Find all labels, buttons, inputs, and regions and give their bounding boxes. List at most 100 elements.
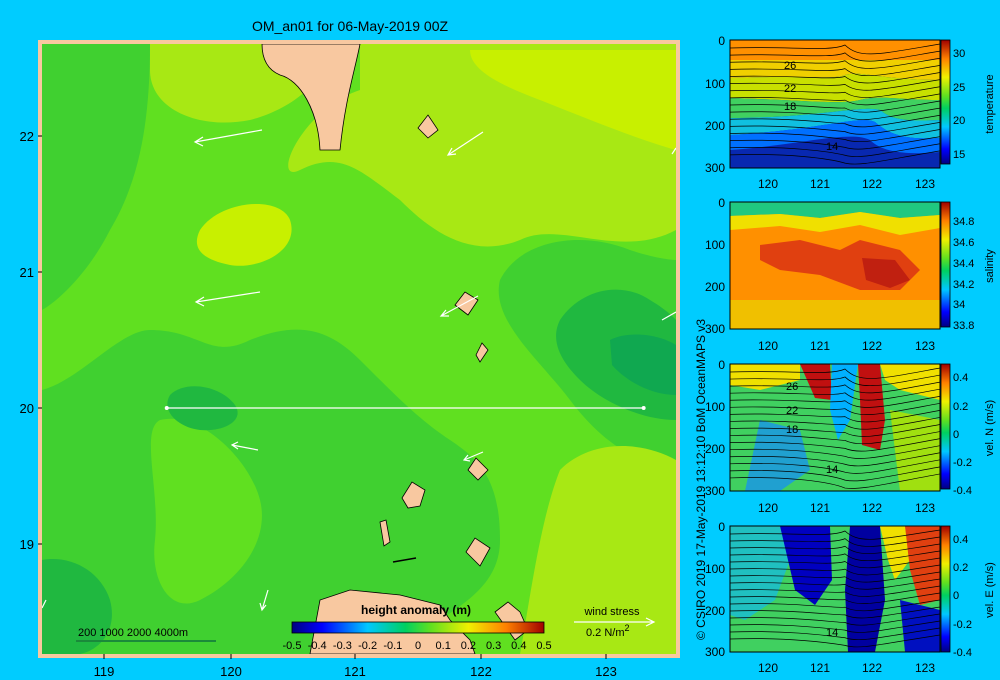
contour-line <box>729 86 941 98</box>
salinity-x-tick: 120 <box>758 339 778 353</box>
contour-line <box>729 72 941 84</box>
height-anomaly-field <box>42 44 676 654</box>
colorbar-scale <box>291 621 545 634</box>
salinity-cb-tick: 34 <box>953 299 965 311</box>
vel-e-y-tick: 100 <box>705 562 725 576</box>
vel-n-x-tick: 120 <box>758 501 778 515</box>
salinity-y-tick: 0 <box>718 196 725 210</box>
contour-line <box>729 543 941 554</box>
vel-e-y-tick: 200 <box>705 604 725 618</box>
contour-line <box>729 592 941 604</box>
colorbar-tick: -0.4 <box>308 640 327 652</box>
map-y-tick: 21 <box>20 265 34 280</box>
colorbar-tick: 0.3 <box>486 640 501 652</box>
vel-n-label: vel. N (m/s) <box>984 400 996 456</box>
contour-line <box>729 564 941 576</box>
vel-n-x-tick: 122 <box>862 501 882 515</box>
map-panel: 119 120 121 122 123 22 21 20 19 200 1000… <box>20 40 680 679</box>
contour-line <box>729 136 941 150</box>
temperature-cb-tick: 20 <box>953 115 965 127</box>
contour-line <box>729 529 941 540</box>
salinity-cb-tick: 34.8 <box>953 216 974 228</box>
temperature-label: temperature <box>984 74 996 133</box>
salinity-colorbar <box>940 201 951 328</box>
contour-line <box>729 79 941 91</box>
temperature-panel: 26 22 18 14 30 25 20 15 temperature 0 10… <box>705 34 996 191</box>
contour-line <box>729 93 941 106</box>
contour-line <box>729 150 941 165</box>
vel-n-panel: 26 22 18 14 0.4 0.2 0 -0.2 -0.4 vel. N (… <box>705 358 996 515</box>
temperature-cb-tick: 25 <box>953 82 965 94</box>
contour-line <box>729 122 941 135</box>
colorbar-tick: -0.1 <box>383 640 402 652</box>
vel-n-y-tick: 0 <box>718 358 725 372</box>
contour-line <box>729 402 941 415</box>
contour-line <box>729 571 941 583</box>
colorbar-tick: 0.4 <box>511 640 526 652</box>
vel-e-x-tick: 121 <box>810 661 830 675</box>
salinity-y-tick: 300 <box>705 322 725 336</box>
salinity-x-tick: 123 <box>915 339 935 353</box>
map-y-tick: 19 <box>20 537 34 552</box>
contour-line <box>729 536 941 547</box>
vel-n-contour-label: 14 <box>826 464 838 476</box>
map-y-tick: 22 <box>20 129 34 144</box>
vel-n-x-tick: 121 <box>810 501 830 515</box>
temperature-y-tick: 100 <box>705 77 725 91</box>
vel-n-colorbar <box>940 363 951 490</box>
contour-line <box>729 143 941 157</box>
vel-n-cb-tick: -0.4 <box>953 485 972 497</box>
credit-text: © CSIRO 2019 17-May-2019 13:12:10 BoM Oc… <box>694 318 708 640</box>
contour-line <box>729 395 941 408</box>
vel-n-contour-label: 18 <box>786 424 798 436</box>
salinity-cb-tick: 33.8 <box>953 320 974 332</box>
temperature-cb-tick: 15 <box>953 149 965 161</box>
temperature-colorbar <box>940 39 951 165</box>
contour-line <box>729 557 941 569</box>
vel-e-y-tick: 0 <box>718 520 725 534</box>
vel-n-x-tick: 123 <box>915 501 935 515</box>
contour-line <box>729 417 941 430</box>
temperature-x-tick: 120 <box>758 177 778 191</box>
vel-e-cb-tick: 0 <box>953 590 959 602</box>
contour-line <box>729 627 941 641</box>
colorbar-tick: -0.2 <box>358 640 377 652</box>
vel-n-cb-tick: 0.2 <box>953 401 968 413</box>
vel-e-y-tick: 300 <box>705 645 725 659</box>
vel-n-cb-tick: -0.2 <box>953 457 972 469</box>
contour-line <box>729 410 941 423</box>
vel-n-contour-label: 26 <box>786 381 798 393</box>
contour-line <box>729 129 941 143</box>
contour-line <box>729 466 941 482</box>
map-x-tick: 123 <box>595 664 617 679</box>
contour-line <box>729 107 941 120</box>
contour-line <box>729 550 941 561</box>
contour-line <box>729 438 941 452</box>
wind-key-arrow <box>574 617 656 627</box>
height-colorbar: height anomaly (m) -0.5 -0.4 -0.3 -0.2 -0.1 0… <box>283 603 552 652</box>
temperature-x-tick: 122 <box>862 177 882 191</box>
vel-e-colorbar <box>940 525 951 653</box>
contour-line <box>729 578 941 590</box>
map-x-tick: 119 <box>94 664 115 679</box>
temperature-contour-label: 18 <box>784 101 796 113</box>
contour-line <box>729 57 941 69</box>
vel-e-contour-label: 14 <box>826 627 838 639</box>
contour-line <box>729 424 941 437</box>
contour-line <box>729 388 941 401</box>
map-tick-marks <box>38 135 607 659</box>
map-x-axis: 119 120 121 122 123 <box>94 664 617 679</box>
credit-text-container: © CSIRO 2019 17-May-2019 13:12:10 BoM Oc… <box>694 319 708 650</box>
contour-line <box>729 65 941 76</box>
temperature-contour-label: 14 <box>826 141 838 153</box>
vel-e-cb-tick: 0.4 <box>953 534 968 546</box>
contour-line <box>729 620 941 633</box>
vel-e-x-tick: 120 <box>758 661 778 675</box>
vel-n-contour-label: 22 <box>786 405 798 417</box>
vel-n-y-tick: 200 <box>705 442 725 456</box>
contour-line <box>729 599 941 612</box>
contour-line <box>729 43 941 55</box>
temperature-cb-tick: 30 <box>953 48 965 60</box>
salinity-cb-tick: 34.4 <box>953 258 974 270</box>
vel-n-y-tick: 100 <box>705 400 725 414</box>
